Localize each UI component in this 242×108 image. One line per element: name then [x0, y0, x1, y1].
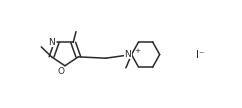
Text: O: O [57, 67, 64, 76]
Text: +: + [134, 48, 140, 54]
Text: N: N [125, 50, 131, 59]
Text: I⁻: I⁻ [196, 50, 204, 60]
Text: N: N [48, 38, 55, 47]
